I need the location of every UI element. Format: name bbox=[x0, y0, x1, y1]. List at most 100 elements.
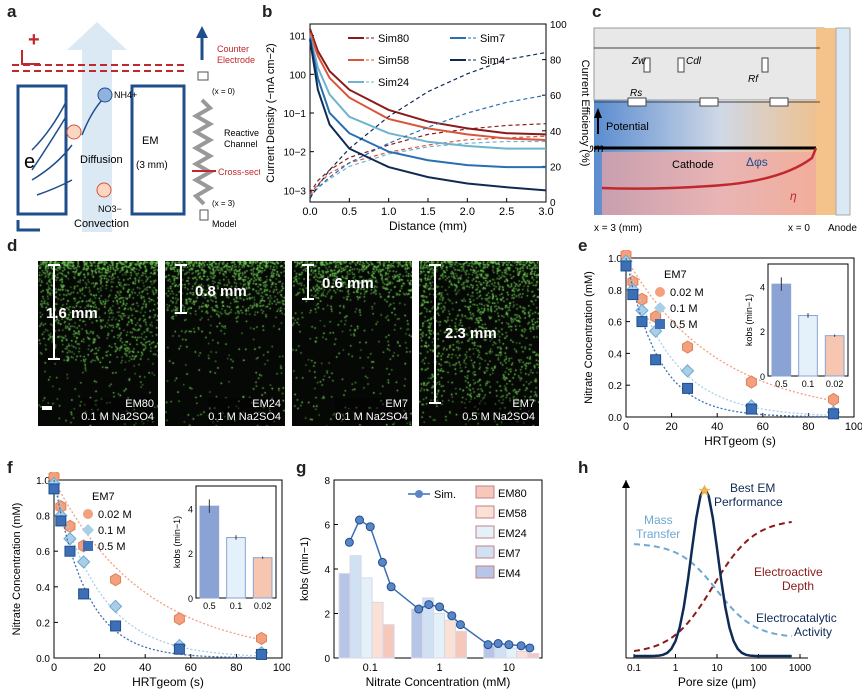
x-tick-label: 1 bbox=[437, 662, 443, 674]
electrolyte-label: 0.5 M Na2SO4 bbox=[462, 411, 535, 423]
reactive-channel-label-2: Channel bbox=[224, 139, 258, 149]
y-tick-label: 4 bbox=[324, 565, 330, 576]
inset-y-tick: 2 bbox=[188, 549, 193, 559]
y-tick-label: 0.6 bbox=[36, 547, 50, 558]
legend-label: 0.5 M bbox=[670, 319, 698, 331]
data-point bbox=[827, 408, 839, 420]
legend-title: EM7 bbox=[664, 269, 687, 281]
y-tick-label: 0.2 bbox=[608, 381, 622, 392]
fluorescence-texture bbox=[292, 261, 412, 426]
panel-b-chart: 0.0 0.5 1.0 1.5 2.0 2.5 3.0 10−3 10−2 10−1 100 101 0… bbox=[265, 20, 591, 233]
legend-label: 0.5 M bbox=[98, 541, 126, 553]
micrograph-em80: 1.6 mm EM80 0.1 M Na2SO4 bbox=[38, 261, 158, 426]
legend-label: EM80 bbox=[498, 488, 527, 500]
y-right-tick-label: 0 bbox=[550, 198, 556, 209]
data-point bbox=[110, 620, 122, 632]
x-tick-label: 2.0 bbox=[460, 206, 475, 218]
bar-EM7 bbox=[349, 555, 362, 659]
y-tick-label: 8 bbox=[324, 476, 330, 487]
x-tick-label: 3.0 bbox=[538, 206, 553, 218]
x-tick-label: 0.0 bbox=[302, 206, 317, 218]
x3-label: (x = 3) bbox=[212, 199, 235, 208]
x-tick-label: 0 bbox=[51, 662, 57, 674]
efficiency-line-Sim7 bbox=[309, 94, 547, 198]
x-axis-label: Pore size (μm) bbox=[678, 675, 756, 689]
x-axis-label: Distance (mm) bbox=[389, 219, 467, 233]
sim-point bbox=[365, 522, 375, 532]
counter-electrode-label-1: Counter bbox=[217, 44, 249, 54]
data-point bbox=[255, 631, 267, 646]
inset-y-tick: 4 bbox=[188, 504, 193, 514]
x-tick-label: 0.5 bbox=[342, 206, 357, 218]
legend-label: 0.1 M bbox=[98, 525, 126, 537]
data-point bbox=[680, 364, 695, 378]
x-tick-label: 40 bbox=[711, 421, 723, 433]
annotation-depth-2: Depth bbox=[782, 579, 814, 593]
legend-label: 0.02 M bbox=[670, 287, 704, 299]
panel-label-h: h bbox=[578, 458, 589, 477]
y-tick-label: 10−1 bbox=[283, 109, 306, 120]
x-tick-label: 100 bbox=[845, 421, 862, 433]
annotation-mass-1: Mass bbox=[644, 513, 673, 527]
legend-swatch bbox=[475, 565, 495, 579]
data-point bbox=[627, 289, 639, 301]
mass-transfer-curve bbox=[633, 543, 792, 638]
bar-EM24 bbox=[433, 613, 446, 659]
fit-curve bbox=[53, 479, 267, 642]
y-arrow bbox=[622, 480, 630, 488]
data-point bbox=[110, 573, 122, 587]
data-point bbox=[745, 375, 757, 389]
rs-label: Rs bbox=[630, 88, 642, 99]
legend-marker bbox=[415, 490, 423, 498]
panel-c-schematic: Zw Cdl Rs Rf Potential φm Cathode Δφs η … bbox=[590, 27, 857, 234]
legend-label: 0.1 M bbox=[670, 303, 698, 315]
inset-bar bbox=[252, 557, 273, 599]
inset-y-tick: 4 bbox=[760, 282, 765, 292]
cross-section-label: Cross-section bbox=[218, 167, 260, 177]
data-point bbox=[682, 340, 694, 354]
x-tick-label: 40 bbox=[139, 662, 151, 674]
reactive-channel-label-1: Reactive bbox=[224, 128, 259, 138]
y-tick-label: 0.0 bbox=[36, 654, 50, 665]
y-tick-label: 0.2 bbox=[36, 618, 50, 629]
legend-swatch bbox=[475, 545, 495, 559]
sim-point bbox=[414, 604, 424, 614]
sim-point bbox=[516, 641, 526, 651]
x-tick-label: 80 bbox=[230, 662, 242, 674]
inset-bar bbox=[824, 335, 845, 377]
sim-point bbox=[493, 639, 503, 649]
annotation-mass-2: Transfer bbox=[636, 527, 680, 541]
legend-label: EM4 bbox=[498, 568, 521, 580]
legend-label: 0.02 M bbox=[98, 509, 132, 521]
x-axis-label: HRTgeom (s) bbox=[704, 434, 776, 448]
electrolyte-label: 0.1 M Na2SO4 bbox=[208, 411, 281, 423]
current-line-Sim7 bbox=[309, 37, 546, 169]
legend-title: EM7 bbox=[92, 491, 115, 503]
annotation-depth-1: Electroactive bbox=[754, 565, 823, 579]
annotation-activity-1: Electrocatalytic bbox=[756, 611, 837, 625]
inset-x-tick: 0.1 bbox=[802, 379, 815, 389]
fluorescence-texture bbox=[419, 261, 539, 426]
depth-label: 2.3 mm bbox=[445, 325, 497, 342]
y-tick-label: 1.0 bbox=[608, 254, 622, 265]
delta-phi-label: Δφs bbox=[746, 155, 768, 169]
sim-point bbox=[355, 515, 365, 525]
bar-EM80 bbox=[527, 653, 540, 659]
legend-label: EM24 bbox=[498, 528, 527, 540]
bar-EM4 bbox=[411, 608, 424, 659]
sim-point bbox=[447, 611, 457, 621]
potential-label: Potential bbox=[606, 121, 649, 133]
inset-x-tick: 0.1 bbox=[230, 601, 243, 611]
legend-label: EM7 bbox=[498, 548, 521, 560]
legend-label: Sim7 bbox=[480, 33, 505, 45]
x-tick-label: 100 bbox=[273, 662, 290, 674]
bar-EM24 bbox=[505, 647, 518, 659]
data-point bbox=[173, 643, 185, 655]
bar-EM80 bbox=[455, 630, 468, 659]
x-axis-label: HRTgeom (s) bbox=[132, 675, 204, 689]
electrolyte-label: 0.1 M Na2SO4 bbox=[335, 411, 408, 423]
depth-label: 0.6 mm bbox=[322, 275, 374, 292]
y-right-tick-label: 60 bbox=[550, 91, 562, 102]
depth-label: 0.8 mm bbox=[195, 283, 247, 300]
inset-y-tick: 0 bbox=[760, 372, 765, 382]
